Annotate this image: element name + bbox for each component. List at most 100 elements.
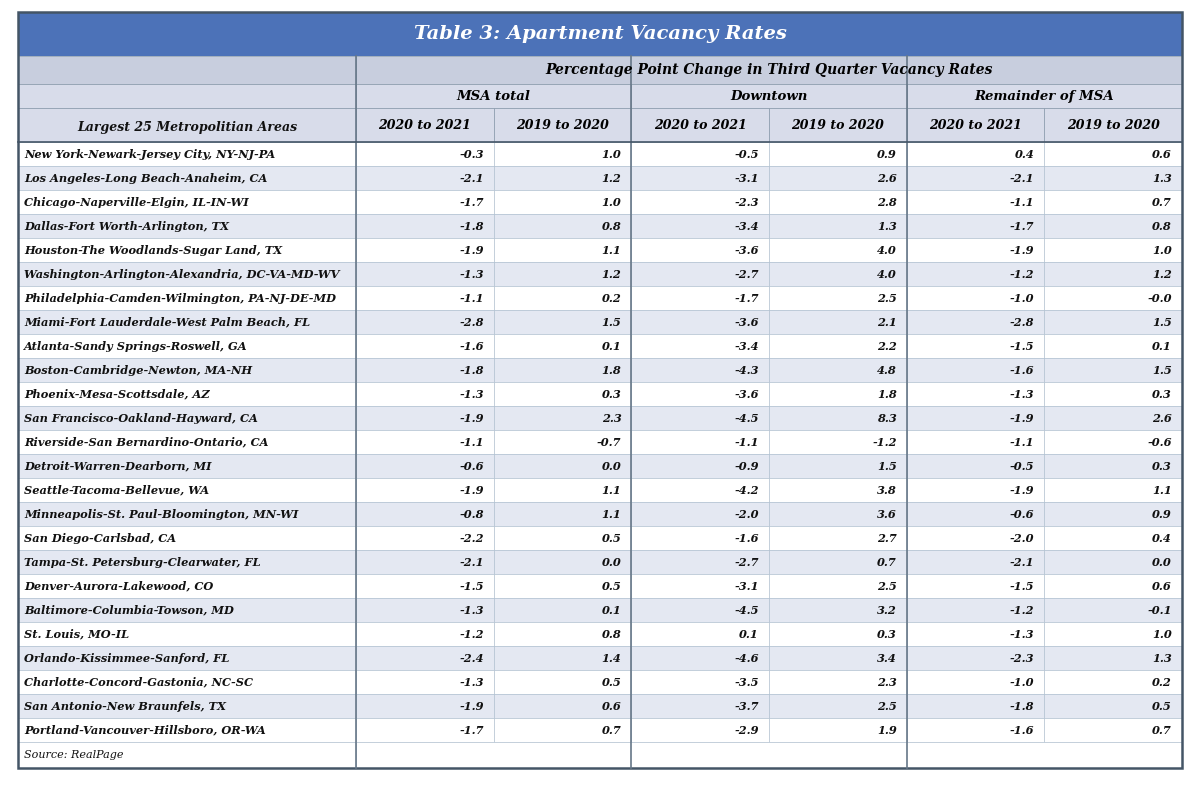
Bar	[1044, 550, 1182, 574]
Text: -2.3: -2.3	[1010, 652, 1034, 663]
Bar	[493, 550, 631, 574]
Text: 2.8: 2.8	[877, 196, 896, 207]
Bar	[1044, 238, 1182, 262]
Text: -3.4: -3.4	[734, 340, 758, 351]
Text: -3.6: -3.6	[734, 317, 758, 328]
Bar	[769, 238, 907, 262]
Text: 1.8: 1.8	[877, 388, 896, 400]
Text: 1.5: 1.5	[877, 460, 896, 471]
Text: -0.0: -0.0	[1147, 292, 1172, 303]
Bar	[356, 238, 493, 262]
Bar	[907, 214, 1044, 238]
Text: 0.7: 0.7	[1152, 724, 1172, 735]
Bar	[631, 406, 769, 430]
Text: 1.1: 1.1	[601, 508, 622, 519]
Text: 2.3: 2.3	[877, 677, 896, 687]
Text: 0.7: 0.7	[1152, 196, 1172, 207]
Text: -1.1: -1.1	[460, 437, 484, 448]
Bar	[356, 286, 493, 310]
Bar	[769, 550, 907, 574]
Text: -1.1: -1.1	[460, 292, 484, 303]
Text: -1.3: -1.3	[1010, 388, 1034, 400]
Text: 1.0: 1.0	[601, 148, 622, 159]
Text: Philadelphia-Camden-Wilmington, PA-NJ-DE-MD: Philadelphia-Camden-Wilmington, PA-NJ-DE…	[24, 292, 336, 303]
Text: 0.2: 0.2	[1152, 677, 1172, 687]
Bar	[356, 646, 493, 670]
Text: 1.3: 1.3	[1152, 652, 1172, 663]
Bar	[1044, 310, 1182, 334]
Text: Denver-Aurora-Lakewood, CO: Denver-Aurora-Lakewood, CO	[24, 581, 214, 592]
Text: San Antonio-New Braunfels, TX: San Antonio-New Braunfels, TX	[24, 701, 226, 712]
Text: -1.9: -1.9	[460, 244, 484, 255]
Bar	[907, 334, 1044, 358]
Text: 1.9: 1.9	[877, 724, 896, 735]
Text: 1.1: 1.1	[601, 244, 622, 255]
Bar	[18, 550, 356, 574]
Text: -1.5: -1.5	[1010, 581, 1034, 592]
Bar	[18, 166, 356, 190]
Bar	[18, 84, 356, 108]
Text: Remainder of MSA: Remainder of MSA	[974, 90, 1114, 102]
Text: -0.3: -0.3	[460, 148, 484, 159]
Bar	[18, 310, 356, 334]
Text: 2020 to 2021: 2020 to 2021	[654, 118, 746, 132]
Text: St. Louis, MO-IL: St. Louis, MO-IL	[24, 629, 130, 640]
Text: -1.1: -1.1	[734, 437, 758, 448]
Bar	[493, 262, 631, 286]
Bar	[907, 454, 1044, 478]
Bar	[356, 622, 493, 646]
Text: 2.5: 2.5	[877, 292, 896, 303]
Bar	[1044, 574, 1182, 598]
Bar	[356, 694, 493, 718]
Text: -1.2: -1.2	[872, 437, 896, 448]
Text: Detroit-Warren-Dearborn, MI: Detroit-Warren-Dearborn, MI	[24, 460, 211, 471]
Bar	[493, 286, 631, 310]
Text: -1.2: -1.2	[460, 629, 484, 640]
Bar	[493, 502, 631, 526]
Bar	[907, 406, 1044, 430]
Text: -1.2: -1.2	[1010, 269, 1034, 280]
Bar	[18, 286, 356, 310]
Bar	[18, 574, 356, 598]
Text: -1.9: -1.9	[1010, 244, 1034, 255]
Bar	[907, 84, 1182, 108]
Bar	[18, 56, 356, 84]
Bar	[769, 142, 907, 166]
Bar	[493, 670, 631, 694]
Bar	[356, 262, 493, 286]
Text: Orlando-Kissimmee-Sanford, FL: Orlando-Kissimmee-Sanford, FL	[24, 652, 229, 663]
Bar	[356, 108, 493, 142]
Text: -1.1: -1.1	[1010, 437, 1034, 448]
Bar	[18, 430, 356, 454]
Bar	[356, 84, 631, 108]
Bar	[493, 334, 631, 358]
Text: 2.2: 2.2	[877, 340, 896, 351]
Text: 0.5: 0.5	[601, 677, 622, 687]
Bar	[18, 190, 356, 214]
Bar	[907, 526, 1044, 550]
Text: 0.6: 0.6	[601, 701, 622, 712]
Text: -1.8: -1.8	[1010, 701, 1034, 712]
Text: 1.2: 1.2	[601, 269, 622, 280]
Bar	[769, 454, 907, 478]
Bar	[769, 310, 907, 334]
Text: -4.3: -4.3	[734, 365, 758, 376]
Text: 2.7: 2.7	[877, 533, 896, 544]
Text: 1.5: 1.5	[1152, 365, 1172, 376]
Text: Source: RealPage: Source: RealPage	[24, 750, 124, 760]
Bar	[356, 478, 493, 502]
Bar	[356, 310, 493, 334]
Bar	[769, 646, 907, 670]
Text: 2.5: 2.5	[877, 581, 896, 592]
Bar	[907, 108, 1044, 142]
Bar	[631, 84, 907, 108]
Bar	[18, 598, 356, 622]
Text: -1.7: -1.7	[460, 196, 484, 207]
Text: 8.3: 8.3	[877, 412, 896, 423]
Bar	[769, 166, 907, 190]
Bar	[907, 430, 1044, 454]
Bar	[631, 694, 769, 718]
Bar	[631, 334, 769, 358]
Text: -2.0: -2.0	[734, 508, 758, 519]
Text: -1.8: -1.8	[460, 365, 484, 376]
